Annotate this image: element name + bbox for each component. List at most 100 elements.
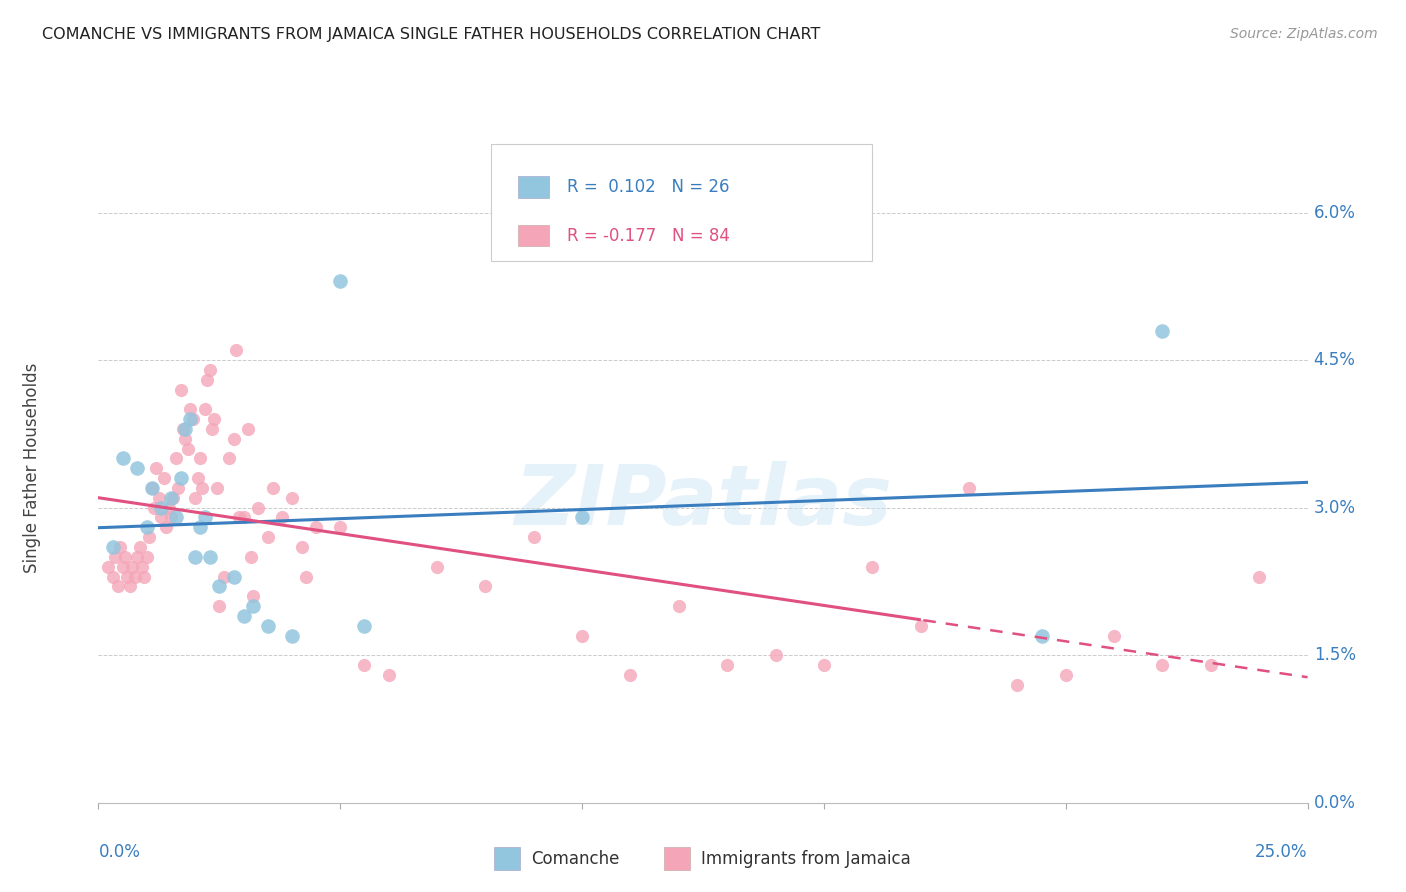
Point xyxy=(174,432,197,446)
Point xyxy=(765,648,787,663)
Point xyxy=(329,520,352,534)
Point xyxy=(571,628,593,642)
Point xyxy=(165,451,187,466)
Point xyxy=(218,451,240,466)
Point xyxy=(184,491,207,505)
Point xyxy=(195,373,218,387)
Point xyxy=(290,540,312,554)
Point xyxy=(141,481,163,495)
Point xyxy=(169,383,191,397)
Point xyxy=(101,540,124,554)
Point xyxy=(262,481,284,495)
Point xyxy=(148,491,170,505)
Point xyxy=(305,520,328,534)
FancyBboxPatch shape xyxy=(517,176,548,197)
Text: R =  0.102   N = 26: R = 0.102 N = 26 xyxy=(567,178,730,196)
Point xyxy=(150,500,173,515)
Point xyxy=(188,451,211,466)
Point xyxy=(134,569,156,583)
Point xyxy=(222,569,245,583)
Point xyxy=(208,599,231,613)
Point xyxy=(232,608,254,623)
Point xyxy=(813,658,835,673)
Point xyxy=(1102,628,1125,642)
Point xyxy=(157,500,180,515)
Text: Immigrants from Jamaica: Immigrants from Jamaica xyxy=(702,849,911,868)
Point xyxy=(239,549,262,564)
Point xyxy=(160,510,183,524)
Point xyxy=(212,569,235,583)
Point xyxy=(256,618,278,632)
Point xyxy=(179,402,201,417)
Text: COMANCHE VS IMMIGRANTS FROM JAMAICA SINGLE FATHER HOUSEHOLDS CORRELATION CHART: COMANCHE VS IMMIGRANTS FROM JAMAICA SING… xyxy=(42,27,821,42)
Point xyxy=(118,579,141,593)
Point xyxy=(104,549,127,564)
Point xyxy=(184,549,207,564)
Point xyxy=(353,618,375,632)
Point xyxy=(198,363,221,377)
Point xyxy=(127,461,149,475)
Point xyxy=(281,628,304,642)
Point xyxy=(138,530,160,544)
Point xyxy=(162,491,184,505)
Point xyxy=(150,510,173,524)
Point xyxy=(101,569,124,583)
Point xyxy=(426,559,449,574)
Point xyxy=(167,481,190,495)
Point xyxy=(571,510,593,524)
Point xyxy=(172,422,194,436)
Point xyxy=(329,274,352,288)
Point xyxy=(353,658,375,673)
Point xyxy=(128,540,150,554)
Text: 3.0%: 3.0% xyxy=(1313,499,1355,516)
Point xyxy=(124,569,146,583)
Point xyxy=(107,579,129,593)
Point xyxy=(1199,658,1222,673)
Point xyxy=(188,520,211,534)
Text: 4.5%: 4.5% xyxy=(1313,351,1355,369)
Point xyxy=(108,540,131,554)
Text: R = -0.177   N = 84: R = -0.177 N = 84 xyxy=(567,227,730,244)
Point xyxy=(198,549,221,564)
Point xyxy=(910,618,932,632)
Point xyxy=(141,481,163,495)
Point xyxy=(114,549,136,564)
Point xyxy=(1249,569,1271,583)
Point xyxy=(222,432,245,446)
Point xyxy=(155,520,177,534)
Point xyxy=(165,510,187,524)
Point xyxy=(111,559,134,574)
Text: 0.0%: 0.0% xyxy=(1313,794,1355,812)
Text: Comanche: Comanche xyxy=(531,849,619,868)
Point xyxy=(295,569,318,583)
Point xyxy=(152,471,174,485)
Point xyxy=(668,599,690,613)
Point xyxy=(191,481,214,495)
Point xyxy=(242,599,264,613)
Text: 6.0%: 6.0% xyxy=(1313,203,1355,221)
Text: 1.5%: 1.5% xyxy=(1313,646,1355,665)
Point xyxy=(181,412,204,426)
Text: Source: ZipAtlas.com: Source: ZipAtlas.com xyxy=(1230,27,1378,41)
Point xyxy=(177,442,200,456)
Point xyxy=(111,451,134,466)
Point xyxy=(143,500,166,515)
Point xyxy=(242,589,264,603)
Point xyxy=(1007,678,1029,692)
Point xyxy=(1031,628,1053,642)
Text: 0.0%: 0.0% xyxy=(98,843,141,861)
Point xyxy=(232,510,254,524)
FancyBboxPatch shape xyxy=(492,144,872,261)
Point xyxy=(1054,668,1077,682)
Point xyxy=(247,500,270,515)
Point xyxy=(523,530,546,544)
Point xyxy=(208,579,231,593)
Text: Single Father Households: Single Father Households xyxy=(22,363,41,574)
Point xyxy=(174,422,197,436)
Point xyxy=(135,520,157,534)
Point xyxy=(131,559,153,574)
Point xyxy=(271,510,294,524)
Text: ZIPatlas: ZIPatlas xyxy=(515,461,891,542)
Point xyxy=(135,549,157,564)
Point xyxy=(194,510,217,524)
